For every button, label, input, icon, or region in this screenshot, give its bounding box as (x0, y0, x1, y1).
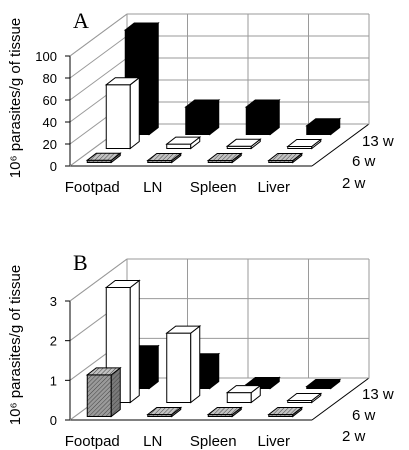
bar-top (206, 407, 243, 415)
category-label: Footpad (65, 433, 120, 450)
panel-a-ylabel: 10⁶ parasites/g of tissue (7, 18, 24, 178)
bar (206, 406, 243, 418)
bar-side (110, 366, 121, 418)
panel-b-ylabel: 10⁶ parasites/g of tissue (7, 265, 24, 425)
bar-front (166, 143, 192, 149)
top-edge-line (69, 258, 128, 302)
bar-top (104, 77, 141, 86)
y-tick-label: 0 (50, 413, 57, 428)
bar-top (184, 99, 221, 108)
bar-top (146, 407, 183, 415)
bar-top (225, 385, 262, 394)
bar-side (190, 325, 201, 404)
bar-top (85, 367, 122, 376)
bar-top (123, 22, 160, 31)
category-label: Footpad (65, 179, 120, 196)
y-tick-label: 2 (50, 334, 57, 349)
bar-front (166, 332, 192, 403)
bar (305, 378, 342, 390)
bar (305, 117, 342, 136)
bar (286, 392, 323, 404)
y-tick-label: 60 (43, 93, 57, 108)
bar-top (267, 153, 304, 161)
grid-line-side (69, 35, 128, 79)
bar-front (245, 106, 271, 135)
bar (225, 138, 262, 150)
depth-axis-line (311, 377, 370, 421)
bar (225, 384, 262, 404)
bar-top (165, 136, 202, 145)
bar-side (129, 76, 140, 150)
bar (184, 98, 221, 136)
bar-front (226, 392, 252, 403)
bar-top (146, 153, 183, 161)
bar-side (129, 279, 140, 404)
bar (206, 152, 243, 164)
bar-side (148, 21, 159, 136)
bar (85, 152, 122, 164)
panel-a-letter: A (73, 8, 89, 33)
panel-b-chart: B 10⁶ parasites/g of tissue 0 1 2 3 Footpad L… (7, 250, 394, 450)
grid-line-side (69, 57, 128, 101)
category-label: Liver (257, 179, 290, 196)
category-label: Spleen (190, 433, 237, 450)
category-label: LN (143, 433, 162, 450)
bar-top (305, 379, 342, 387)
panel-b-letter: B (73, 250, 88, 275)
bar (104, 76, 141, 150)
bar (165, 325, 202, 404)
y-tick-label: 3 (50, 294, 57, 309)
bar-top (305, 118, 342, 127)
y-tick-label: 100 (35, 49, 57, 64)
y-tick-label: 1 (50, 373, 57, 388)
bar-top (225, 138, 262, 147)
bar (286, 138, 323, 150)
category-label: Liver (257, 433, 290, 450)
bar (267, 406, 304, 418)
category-label: Spleen (190, 179, 237, 196)
bar-top (286, 393, 323, 401)
bar-top (104, 279, 141, 288)
y-tick-label: 20 (43, 137, 57, 152)
series-label: 6 w (352, 153, 376, 170)
series-label: 13 w (362, 386, 394, 403)
bar (165, 136, 202, 150)
bar-top (244, 377, 281, 386)
bar-front (105, 84, 131, 149)
y-tick-label: 40 (43, 115, 57, 130)
bar-front (185, 106, 211, 135)
bar (146, 152, 183, 164)
bar (146, 406, 183, 418)
depth-axis-line (311, 123, 370, 167)
panel-a-chart: A 10⁶ parasites/g of tissue 0 20 40 60 80 100… (7, 8, 394, 196)
y-tick-label: 80 (43, 71, 57, 86)
bar-front (306, 125, 332, 135)
series-label: 6 w (352, 407, 376, 424)
bar-top (85, 152, 122, 161)
y-tick-label: 0 (50, 159, 57, 174)
top-edge-line (69, 13, 128, 57)
bar-top (165, 325, 202, 334)
bar (244, 98, 281, 136)
bar-front (86, 374, 112, 417)
category-label: LN (143, 179, 162, 196)
bar-top (267, 407, 304, 415)
series-label: 13 w (362, 133, 394, 150)
bar-top (244, 99, 281, 108)
bar (85, 366, 122, 418)
series-label: 2 w (342, 428, 366, 445)
bar-top (206, 153, 243, 161)
bar (267, 152, 304, 164)
bar-top (286, 139, 323, 147)
series-label: 2 w (342, 175, 366, 192)
